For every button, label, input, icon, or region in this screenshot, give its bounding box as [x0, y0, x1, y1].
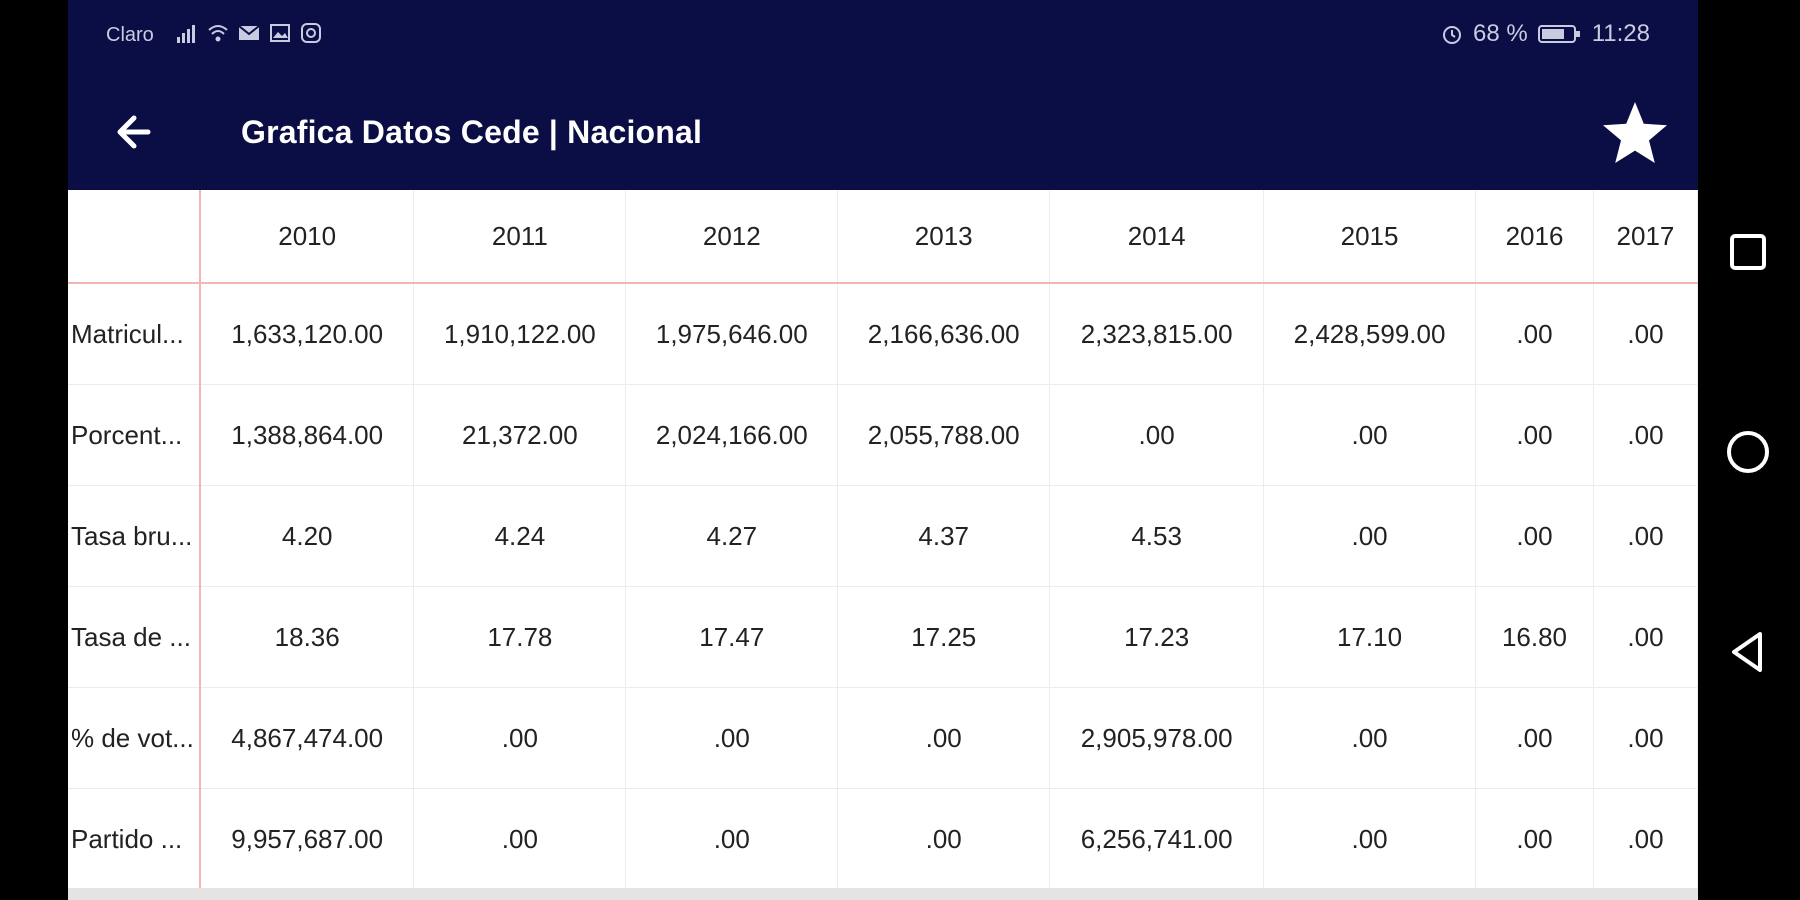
table-cell: .00 — [1049, 384, 1265, 486]
table-cell: 2,323,815.00 — [1049, 283, 1265, 385]
table-cell: .00 — [1593, 788, 1698, 890]
table-cell: 2,024,166.00 — [625, 384, 839, 486]
table-cell: .00 — [1593, 384, 1698, 486]
table-cell: 21,372.00 — [413, 384, 627, 486]
bottom-edge — [68, 888, 1698, 900]
clock-time: 11:28 — [1591, 20, 1650, 47]
table-cell: 9,957,687.00 — [199, 788, 415, 890]
table-cell: 1,633,120.00 — [199, 283, 415, 385]
table-cell: .00 — [625, 687, 839, 789]
row-label: Partido ... — [68, 788, 201, 890]
table-cell: 17.25 — [837, 586, 1051, 688]
table-cell: 4,867,474.00 — [199, 687, 415, 789]
table-cell: 18.36 — [199, 586, 415, 688]
table-cell: 17.10 — [1263, 586, 1477, 688]
column-header: 2014 — [1049, 190, 1265, 284]
table-cell: 4.20 — [199, 485, 415, 587]
table-cell: .00 — [1593, 485, 1698, 587]
row-label: Matricul... — [68, 283, 201, 385]
table-row: Matricul... 1,633,120.00 1,910,122.00 1,975… — [68, 283, 1698, 385]
table-cell: .00 — [1263, 687, 1477, 789]
wifi-icon — [208, 25, 228, 42]
table-row: Porcent... 1,388,864.00 21,372.00 2,024,166… — [68, 384, 1698, 486]
page-title: Grafica Datos Cede | Nacional — [241, 114, 703, 150]
signal-icon — [177, 25, 195, 43]
table-cell: 4.27 — [625, 485, 839, 587]
corner-cell — [68, 190, 201, 284]
column-header: 2017 — [1593, 190, 1698, 284]
carrier-name: Claro — [106, 24, 154, 46]
table-row: % de vot... 4,867,474.00.00.00.00 2,905,97… — [68, 687, 1698, 789]
system-nav-bar — [1698, 0, 1800, 900]
table-cell: .00 — [625, 788, 839, 890]
table-cell: 16.80 — [1475, 586, 1594, 688]
table-cell: .00 — [1475, 384, 1594, 486]
table-cell: 2,055,788.00 — [837, 384, 1051, 486]
battery-icon — [1537, 25, 1580, 43]
app-bar: Grafica Datos Cede | Nacional — [68, 76, 1698, 190]
table-cell: 1,910,122.00 — [413, 283, 627, 385]
table-cell: 2,905,978.00 — [1049, 687, 1265, 789]
table-cell: .00 — [1263, 485, 1477, 587]
table-row: Tasa de ... 18.36 17.78 17.47 17.25 17.23 17.1… — [68, 586, 1698, 688]
back-triangle-icon[interactable] — [1720, 624, 1776, 680]
table-cell: .00 — [1593, 586, 1698, 688]
table-cell: .00 — [1475, 485, 1594, 587]
table-row: Partido ... 9,957,687.00.00.00.00 6,256,74… — [68, 788, 1698, 890]
table-cell: .00 — [837, 687, 1051, 789]
table-cell: 17.47 — [625, 586, 839, 688]
column-header: 2011 — [413, 190, 627, 284]
instagram-icon — [301, 23, 321, 43]
table-cell: 17.78 — [413, 586, 627, 688]
row-label: Tasa de ... — [68, 586, 201, 688]
row-label: % de vot... — [68, 687, 201, 789]
table-cell: .00 — [1263, 384, 1477, 486]
table-cell: 1,388,864.00 — [199, 384, 415, 486]
table-cell: .00 — [413, 788, 627, 890]
column-header: 2012 — [625, 190, 839, 284]
table-cell: 4.24 — [413, 485, 627, 587]
table-cell: .00 — [1475, 788, 1594, 890]
table-cell: 6,256,741.00 — [1049, 788, 1265, 890]
back-arrow-icon[interactable] — [108, 104, 164, 160]
data-table: 2010 2011 2012 2013 2014 2015 2016 2017 … — [68, 190, 1698, 890]
app-screen: Claro 68 % — [68, 0, 1698, 900]
status-icons-left — [176, 22, 322, 44]
column-header: 2016 — [1475, 190, 1594, 284]
recents-square-icon[interactable] — [1720, 224, 1776, 280]
header-row: 2010 2011 2012 2013 2014 2015 2016 2017 — [68, 190, 1698, 284]
status-bar: Claro 68 % — [68, 0, 1698, 76]
data-table-container[interactable]: 2010 2011 2012 2013 2014 2015 2016 2017 … — [68, 190, 1698, 890]
table-cell: .00 — [837, 788, 1051, 890]
battery-percent: 68 % — [1473, 20, 1528, 47]
row-label: Tasa bru... — [68, 485, 201, 587]
column-header: 2015 — [1263, 190, 1477, 284]
table-cell: .00 — [1475, 687, 1594, 789]
table-cell: .00 — [1263, 788, 1477, 890]
table-cell: 2,166,636.00 — [837, 283, 1051, 385]
alarm-icon — [1443, 26, 1462, 44]
mail-icon — [238, 25, 260, 40]
table-cell: 2,428,599.00 — [1263, 283, 1477, 385]
column-header: 2013 — [837, 190, 1051, 284]
favorite-star-icon[interactable] — [1600, 98, 1670, 168]
table-cell: 4.53 — [1049, 485, 1265, 587]
table-cell: 17.23 — [1049, 586, 1265, 688]
table-cell: .00 — [1475, 283, 1594, 385]
column-header: 2010 — [199, 190, 415, 284]
table-cell: .00 — [1593, 283, 1698, 385]
table-cell: 4.37 — [837, 485, 1051, 587]
table-row: Tasa bru... 4.20 4.24 4.27 4.37 4.53.00.00.00 — [68, 485, 1698, 587]
gallery-icon — [270, 24, 290, 42]
table-cell: 1,975,646.00 — [625, 283, 839, 385]
home-circle-icon[interactable] — [1720, 424, 1776, 480]
status-icons-right: 68 % 11:28 — [1441, 20, 1650, 48]
row-label: Porcent... — [68, 384, 201, 486]
table-cell: .00 — [1593, 687, 1698, 789]
table-cell: .00 — [413, 687, 627, 789]
